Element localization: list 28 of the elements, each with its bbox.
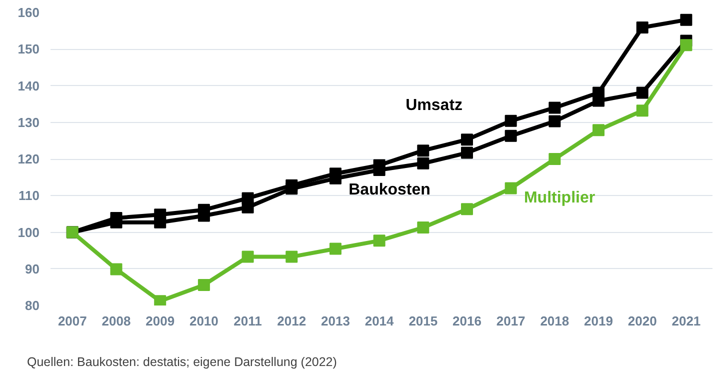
- y-tick-label: 160: [18, 5, 40, 20]
- y-tick-label: 150: [18, 42, 40, 57]
- x-tick-label: 2008: [102, 314, 131, 328]
- series-label: Umsatz: [406, 96, 463, 114]
- x-tick-label: 2015: [408, 314, 438, 328]
- y-tick-label: 90: [25, 261, 40, 276]
- x-tick-label: 2012: [277, 314, 306, 328]
- x-tick-label: 2016: [452, 314, 482, 328]
- series-label: Baukosten: [348, 182, 430, 199]
- x-tick-label: 2014: [364, 314, 395, 328]
- x-tick-label: 2007: [58, 314, 87, 328]
- x-tick-label: 2013: [321, 314, 350, 328]
- series-label: Multiplier: [524, 190, 596, 207]
- x-tick-label: 2017: [496, 314, 526, 328]
- x-tick-label: 2021: [672, 314, 701, 328]
- y-tick-label: 80: [25, 298, 40, 313]
- x-tick-label: 2018: [540, 314, 570, 328]
- x-tick-label: 2011: [234, 314, 262, 328]
- source-note: Quellen: Baukosten: destatis; eigene Darstellung (2022): [27, 354, 337, 371]
- y-tick-label: 140: [18, 78, 40, 94]
- x-tick-label: 2020: [628, 314, 657, 328]
- y-tick-label: 120: [18, 152, 40, 166]
- y-tick-label: 130: [18, 114, 40, 130]
- x-tick-label: 2019: [584, 314, 613, 328]
- x-tick-label: 2010: [189, 314, 218, 328]
- y-tick-label: 100: [18, 224, 40, 240]
- y-tick-label: 110: [18, 188, 40, 204]
- x-tick-label: 2009: [146, 314, 175, 328]
